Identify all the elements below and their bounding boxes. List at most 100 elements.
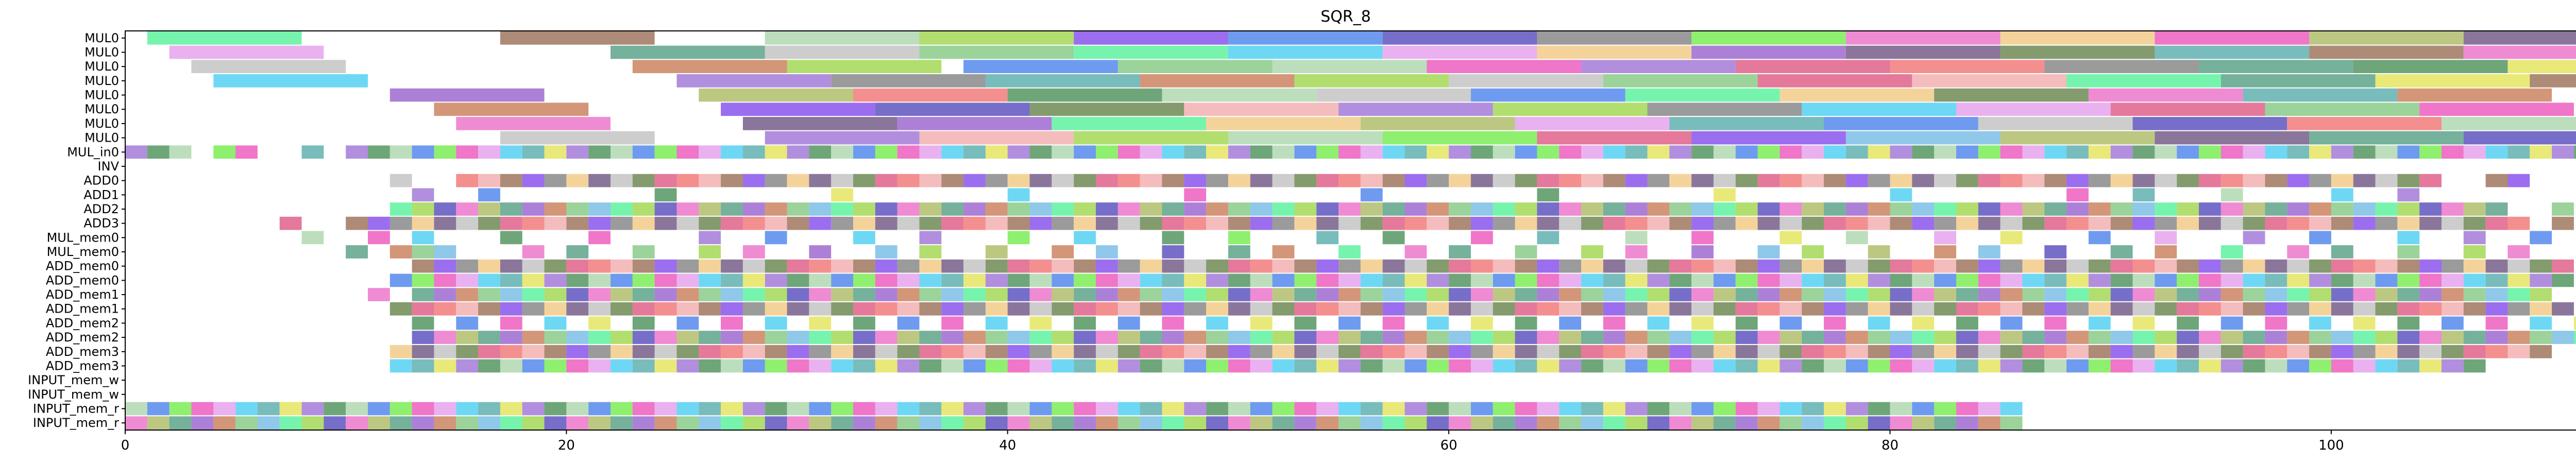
task-bar xyxy=(699,202,721,216)
task-bar xyxy=(1449,216,1471,230)
task-bar xyxy=(522,416,545,430)
task-bar xyxy=(1250,216,1273,230)
task-bar xyxy=(1956,302,1978,316)
task-bar xyxy=(1956,259,1978,273)
task-bar xyxy=(1427,259,1449,273)
task-bar xyxy=(611,302,633,316)
task-bar xyxy=(1603,259,1625,273)
task-bar xyxy=(1272,331,1295,344)
task-bar xyxy=(676,331,699,344)
task-bar xyxy=(2309,231,2331,245)
task-bar xyxy=(1074,259,1096,273)
task-bar xyxy=(346,216,368,230)
task-bar xyxy=(1162,345,1184,358)
task-bar xyxy=(831,302,854,316)
task-bar xyxy=(1272,288,1295,301)
task-bar xyxy=(1669,174,1692,187)
row-labels: MUL0MUL0MUL0MUL0MUL0MUL0MUL0MUL0MUL_in0I… xyxy=(28,31,125,430)
task-bar xyxy=(1691,174,1714,187)
task-bar xyxy=(1382,131,1537,145)
task-bar xyxy=(2132,202,2155,216)
task-bar xyxy=(2463,273,2486,287)
task-bar xyxy=(1338,331,1361,344)
task-bar xyxy=(654,416,677,430)
task-bar xyxy=(2353,331,2376,344)
task-bar xyxy=(2353,288,2376,301)
task-bar xyxy=(1140,359,1162,373)
task-bar xyxy=(2088,88,2243,102)
row-label: MUL0 xyxy=(84,131,119,145)
task-bar xyxy=(389,302,412,316)
task-bar xyxy=(2044,288,2067,301)
task-bar xyxy=(1515,259,1537,273)
task-bar xyxy=(1515,145,1537,159)
task-bar xyxy=(765,145,787,159)
task-bar xyxy=(2110,259,2133,273)
task-bar xyxy=(1934,145,1956,159)
task-bar xyxy=(1316,88,1471,102)
task-bar xyxy=(544,331,567,344)
task-bar xyxy=(1250,316,1273,330)
task-bar xyxy=(1669,331,1692,344)
task-bar xyxy=(1735,259,1758,273)
task-bar xyxy=(721,302,743,316)
task-bar xyxy=(1669,117,1824,130)
task-bar xyxy=(787,416,809,430)
task-bar xyxy=(1757,331,1780,344)
task-bar xyxy=(478,359,500,373)
task-bar xyxy=(2110,331,2133,344)
task-bar xyxy=(2000,288,2023,301)
task-bar xyxy=(2221,359,2243,373)
task-bar xyxy=(632,174,655,187)
task-bar xyxy=(2397,345,2420,358)
task-bar xyxy=(1537,188,1560,202)
task-bar xyxy=(1713,145,1736,159)
task-bar xyxy=(1382,345,1405,358)
task-bar xyxy=(1096,273,1118,287)
task-bar xyxy=(2155,273,2177,287)
task-bar xyxy=(1581,302,1603,316)
task-bar xyxy=(1338,216,1361,230)
task-bar xyxy=(1007,188,1030,202)
task-bar xyxy=(1978,416,2001,430)
task-bar xyxy=(1382,45,1537,59)
task-bar xyxy=(2353,202,2376,216)
task-bar xyxy=(1757,302,1780,316)
task-bar xyxy=(1559,202,1582,216)
task-bar xyxy=(2088,345,2111,358)
task-bar xyxy=(588,145,611,159)
task-bar xyxy=(1007,288,1030,301)
task-bar xyxy=(1140,74,1295,88)
task-bar xyxy=(1493,331,1515,344)
task-bar xyxy=(279,416,302,430)
task-bar xyxy=(1184,216,1207,230)
task-bar xyxy=(500,359,522,373)
task-bar xyxy=(588,331,611,344)
task-bar xyxy=(897,216,920,230)
row-label: ADD2 xyxy=(83,202,119,216)
task-bar xyxy=(2198,288,2221,301)
task-bar xyxy=(1294,402,1317,416)
task-bar xyxy=(1074,416,1096,430)
task-bar xyxy=(1029,202,1052,216)
task-bar xyxy=(2155,345,2177,358)
task-bar xyxy=(522,145,545,159)
task-bar xyxy=(434,273,456,287)
task-bar xyxy=(2243,331,2265,344)
task-bar xyxy=(1581,202,1603,216)
task-bar xyxy=(1493,273,1515,287)
task-bar xyxy=(279,402,302,416)
task-bar xyxy=(2155,245,2177,259)
task-bar xyxy=(1029,102,1184,116)
task-bar xyxy=(2155,145,2177,159)
task-bar xyxy=(1294,259,1317,273)
task-bar xyxy=(2530,302,2552,316)
task-bar xyxy=(1691,288,1714,301)
task-bar xyxy=(434,288,456,301)
task-bar xyxy=(2419,145,2442,159)
task-bar xyxy=(2507,259,2530,273)
task-bar xyxy=(654,302,677,316)
task-bar xyxy=(2000,416,2023,430)
task-bar xyxy=(676,74,832,88)
task-bar xyxy=(389,202,412,216)
